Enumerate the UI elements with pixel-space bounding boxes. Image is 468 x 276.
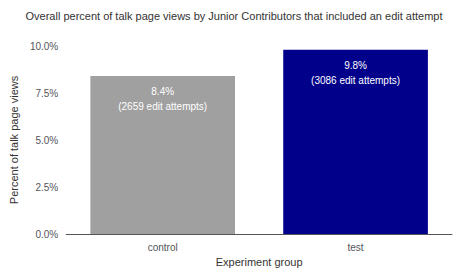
svg-text:control: control bbox=[148, 242, 178, 253]
svg-text:10.0%: 10.0% bbox=[30, 41, 58, 52]
svg-text:test: test bbox=[348, 242, 364, 253]
svg-text:2.5%: 2.5% bbox=[35, 182, 58, 193]
svg-text:(2659 edit attempts): (2659 edit attempts) bbox=[118, 101, 207, 112]
svg-text:(3086 edit attempts): (3086 edit attempts) bbox=[311, 75, 400, 86]
svg-text:Experiment group: Experiment group bbox=[216, 256, 303, 268]
svg-text:0.0%: 0.0% bbox=[35, 229, 58, 240]
svg-text:8.4%: 8.4% bbox=[151, 86, 174, 97]
svg-text:7.5%: 7.5% bbox=[35, 88, 58, 99]
svg-text:Percent of talk page views: Percent of talk page views bbox=[8, 75, 20, 204]
svg-text:Overall percent of talk page v: Overall percent of talk page views by Ju… bbox=[25, 10, 442, 22]
svg-text:5.0%: 5.0% bbox=[35, 135, 58, 146]
svg-text:9.8%: 9.8% bbox=[344, 60, 367, 71]
